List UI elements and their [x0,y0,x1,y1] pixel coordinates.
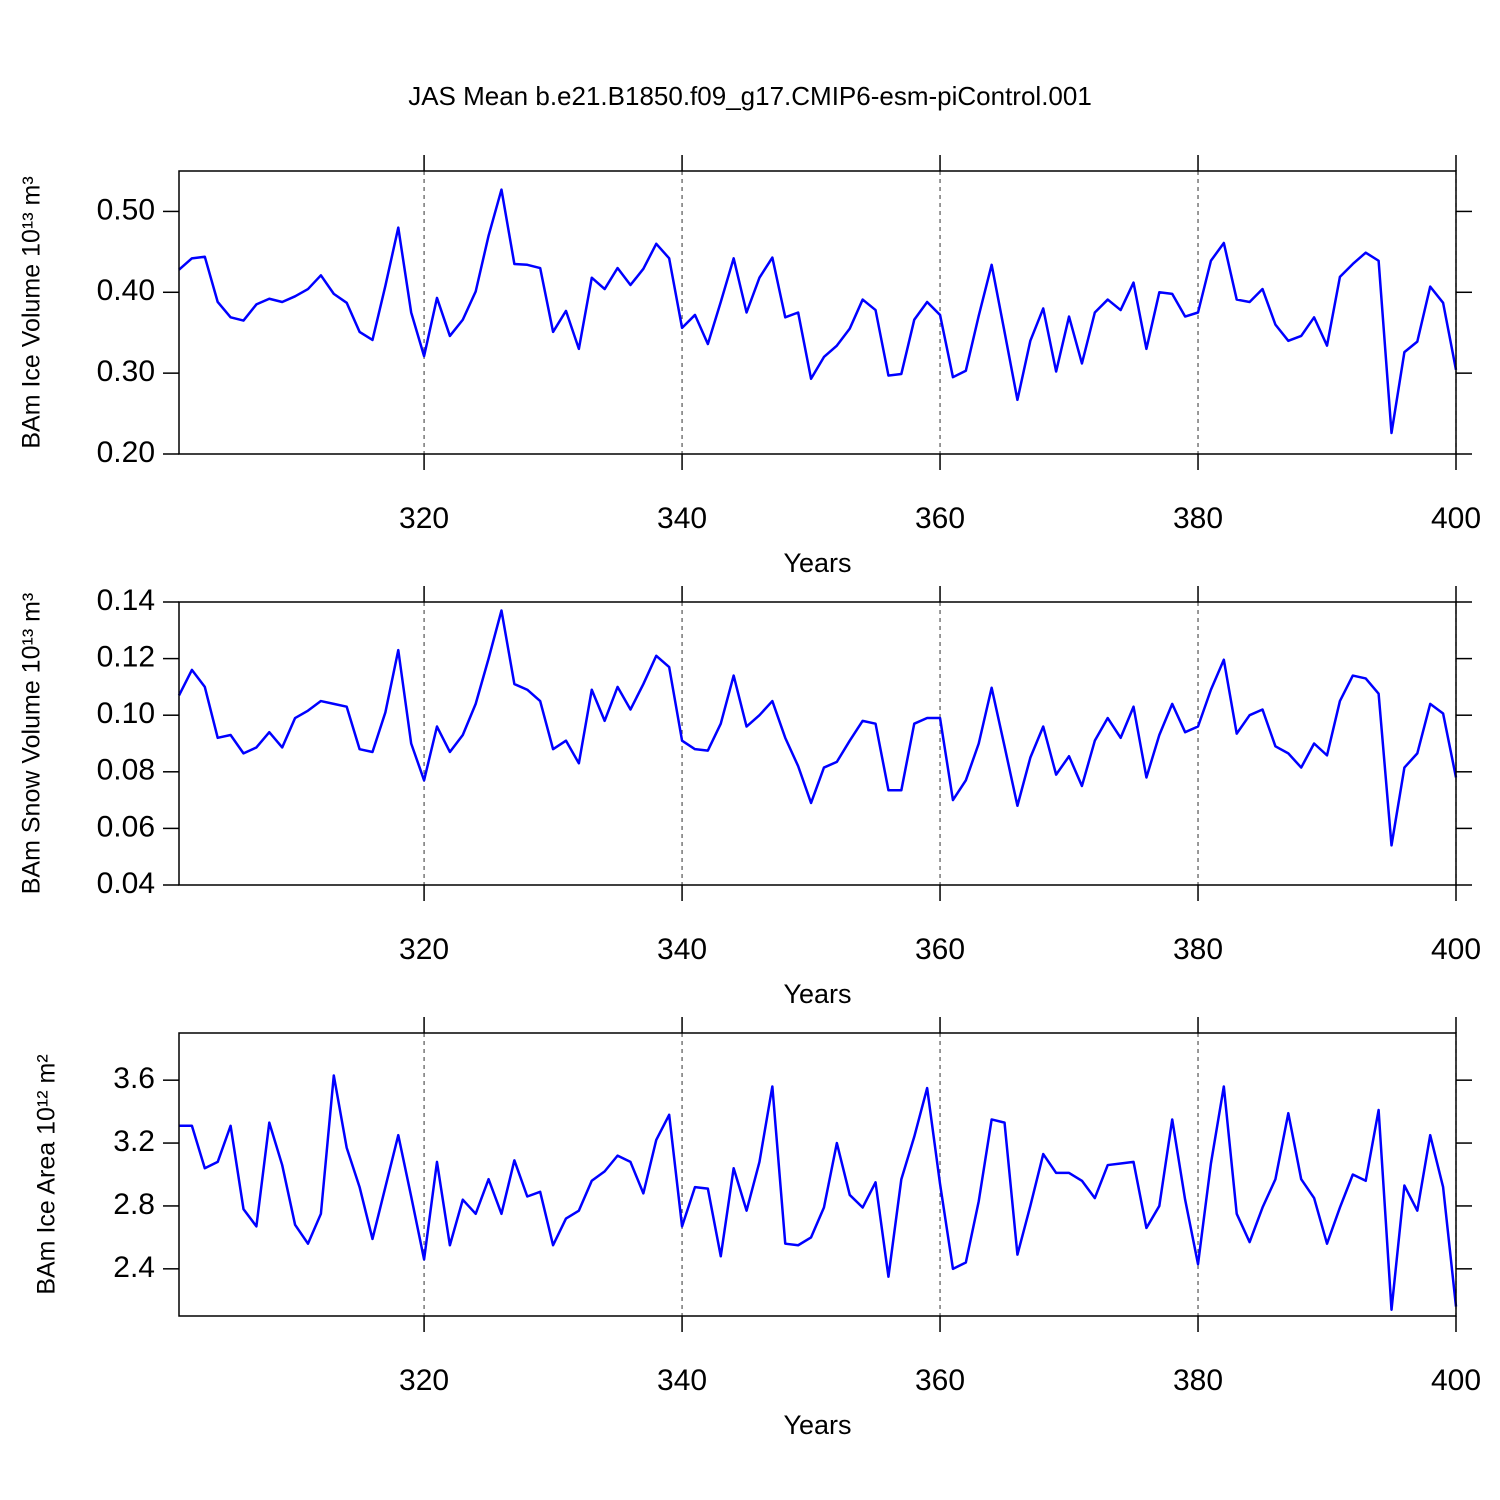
y-tick-label: 3.2 [113,1125,155,1158]
y-tick-label: 2.8 [113,1188,155,1221]
y-tick-label: 0.08 [97,754,155,787]
y-axis-label: BAm Snow Volume 10¹³ m³ [18,593,46,895]
plot-frame [178,1032,1457,1317]
y-tick-label: 0.20 [97,436,155,469]
y-tick-label: 0.10 [97,697,155,730]
x-axis-label: Years [783,548,851,578]
x-tick-label: 320 [399,502,449,535]
y-tick-label: 0.06 [97,810,155,843]
data-line [178,188,1458,435]
x-tick-label: 360 [915,502,965,535]
y-tick-label: 0.40 [97,274,155,307]
y-tick-label: 0.30 [97,355,155,388]
data-line [179,1074,1458,1311]
y-axis-label: BAm Ice Volume 10¹³ m³ [18,176,46,448]
plot-frame [178,170,1457,455]
x-tick-label: 380 [1173,1364,1223,1397]
x-tick-label: 340 [657,1364,707,1397]
plot-frame [178,601,1457,886]
x-tick-label: 400 [1431,933,1481,966]
figure-title: JAS Mean b.e21.B1850.f09_g17.CMIP6-esm-p… [408,81,1092,111]
x-tick-label: 400 [1431,502,1481,535]
x-tick-label: 400 [1431,1364,1481,1397]
y-tick-label: 0.04 [97,867,155,900]
x-tick-label: 380 [1173,933,1223,966]
y-axis-label: BAm Ice Area 10¹² m² [33,1054,61,1294]
y-tick-label: 3.6 [113,1062,155,1095]
x-tick-label: 320 [399,933,449,966]
y-tick-label: 0.12 [97,641,155,674]
y-tick-label: 2.4 [113,1251,155,1284]
x-tick-label: 380 [1173,502,1223,535]
y-tick-label: 0.14 [97,584,155,617]
x-axis-label: Years [783,979,851,1009]
x-tick-label: 360 [915,1364,965,1397]
x-axis-label: Years [783,1410,851,1440]
y-tick-label: 0.50 [97,193,155,226]
x-tick-label: 340 [657,933,707,966]
x-tick-label: 320 [399,1364,449,1397]
x-tick-label: 340 [657,502,707,535]
x-tick-label: 360 [915,933,965,966]
data-line [177,609,1458,847]
